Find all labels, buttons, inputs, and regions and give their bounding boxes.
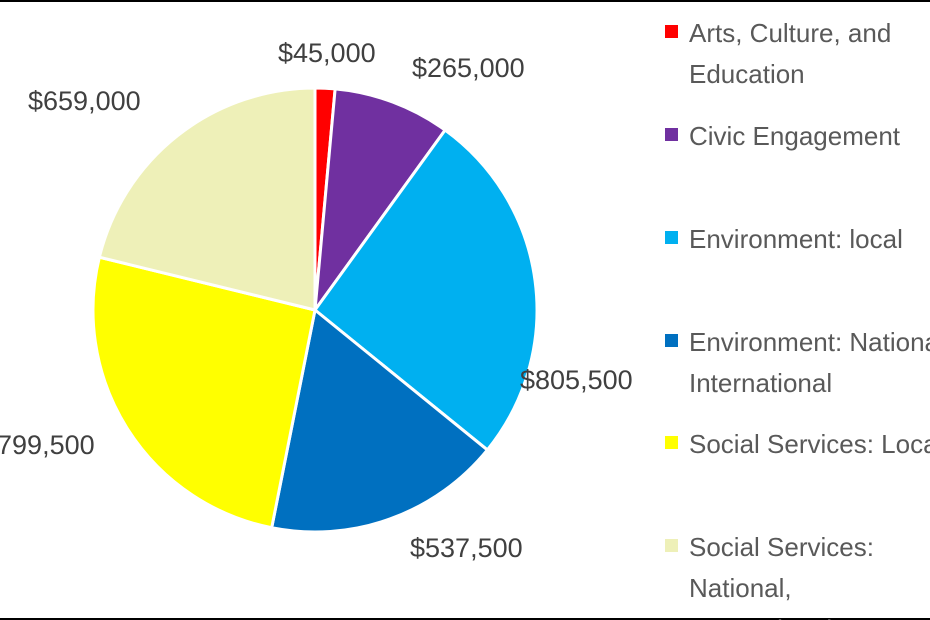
legend-label: Social Services: National, International xyxy=(689,532,874,620)
pie-slice-social-local xyxy=(91,255,317,530)
legend-item-civic: Civic Engagement xyxy=(665,116,930,157)
legend-marker xyxy=(665,334,678,347)
legend-label: Social Services: Local xyxy=(689,429,930,459)
legend-label: Environment: local xyxy=(689,224,903,254)
data-label-civic: $265,000 xyxy=(412,53,525,83)
legend-marker xyxy=(665,231,678,244)
legend-label: Arts, Culture, and Education xyxy=(689,18,892,89)
pie-slice-env-national xyxy=(269,307,490,534)
legend-item-env-national: Environment: National, International xyxy=(665,322,930,404)
legend-item-social-local: Social Services: Local xyxy=(665,424,930,465)
data-label-social-national: $659,000 xyxy=(28,86,141,116)
legend-marker xyxy=(665,539,678,552)
legend-marker xyxy=(665,436,678,449)
legend-label: Civic Engagement xyxy=(689,121,900,151)
legend: Arts, Culture, and Education Civic Engag… xyxy=(665,0,930,620)
data-label-env-local: $805,500 xyxy=(520,365,633,395)
pie-slice-env-local xyxy=(312,128,539,453)
pie-slice-social-national xyxy=(97,86,317,312)
data-label-arts: $45,000 xyxy=(278,38,376,68)
legend-item-social-national: Social Services: National, International xyxy=(665,527,929,620)
legend-label: Environment: National, International xyxy=(689,327,930,398)
legend-item-env-local: Environment: local xyxy=(665,219,930,260)
legend-item-arts: Arts, Culture, and Education xyxy=(665,13,930,95)
legend-marker xyxy=(665,128,678,141)
data-label-social-local: $799,500 xyxy=(0,430,95,460)
pie-slice-civic xyxy=(313,87,448,316)
legend-marker xyxy=(665,25,678,38)
data-label-env-national: $537,500 xyxy=(410,533,523,563)
